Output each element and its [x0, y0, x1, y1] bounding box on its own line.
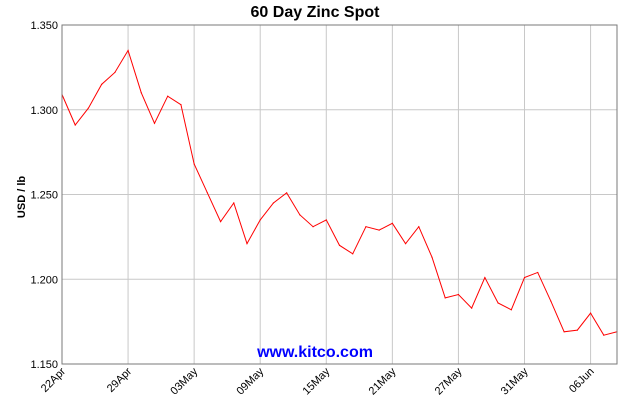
y-axis-label: USD / lb — [16, 176, 28, 218]
data-point — [457, 293, 460, 296]
x-tick-label: 09May — [234, 365, 266, 397]
data-point — [272, 202, 275, 204]
grid-lines — [61, 24, 617, 365]
data-point — [563, 331, 565, 333]
data-point — [497, 302, 499, 304]
data-point — [444, 297, 446, 299]
plot-frame — [61, 24, 618, 365]
x-tick-label: 27May — [433, 365, 465, 397]
x-tick-label: 15May — [301, 365, 333, 397]
data-point — [127, 49, 129, 52]
data-point — [471, 307, 473, 309]
data-point — [153, 122, 156, 124]
data-point — [537, 271, 539, 274]
data-point — [338, 244, 341, 246]
data-point — [87, 107, 90, 109]
data-point — [233, 202, 235, 204]
data-point — [484, 276, 486, 279]
data-point — [246, 243, 248, 245]
x-tick-label: 03May — [168, 365, 200, 397]
y-tick-label: 1.350 — [30, 20, 58, 32]
data-point — [193, 163, 195, 165]
x-tick-label: 29Apr — [105, 365, 134, 394]
data-point — [114, 71, 116, 74]
x-tick-label: 06Jun — [567, 366, 597, 396]
data-point — [510, 309, 512, 311]
data-point — [589, 312, 592, 314]
data-point — [206, 192, 208, 194]
y-tick-label: 1.150 — [30, 359, 58, 371]
data-point — [576, 329, 578, 331]
x-tick-label: 31May — [499, 365, 531, 397]
data-point — [550, 300, 552, 302]
y-tick-label: 1.250 — [30, 190, 58, 202]
y-tick-label: 1.200 — [30, 274, 58, 286]
data-point — [219, 221, 222, 223]
zinc-price-line — [61, 49, 618, 336]
data-point — [431, 256, 433, 258]
x-tick-label: 21May — [367, 365, 399, 397]
data-point — [378, 229, 380, 231]
data-point — [299, 214, 301, 216]
data-points — [61, 49, 618, 336]
x-tick-labels: 22Apr 29Apr 03May 09May 15May 21May 27May 31May… — [39, 365, 597, 397]
data-point — [523, 276, 526, 279]
data-point — [259, 219, 261, 221]
data-point — [167, 95, 169, 97]
data-point — [352, 253, 354, 255]
data-point — [180, 104, 182, 106]
data-point — [140, 92, 142, 94]
watermark: www.kitco.com — [256, 344, 373, 361]
data-point — [74, 124, 76, 126]
data-point — [312, 226, 314, 228]
data-point — [418, 226, 420, 228]
data-point — [391, 222, 393, 224]
chart-title: 60 Day Zinc Spot — [251, 4, 381, 21]
data-point — [404, 243, 407, 245]
y-tick-labels: 1.150 1.200 1.250 1.300 1.350 — [30, 20, 58, 371]
data-point — [101, 83, 103, 85]
y-tick-label: 1.300 — [30, 105, 58, 117]
data-point — [286, 192, 288, 194]
data-point — [325, 219, 327, 221]
data-point — [603, 334, 605, 336]
data-point — [365, 226, 367, 228]
